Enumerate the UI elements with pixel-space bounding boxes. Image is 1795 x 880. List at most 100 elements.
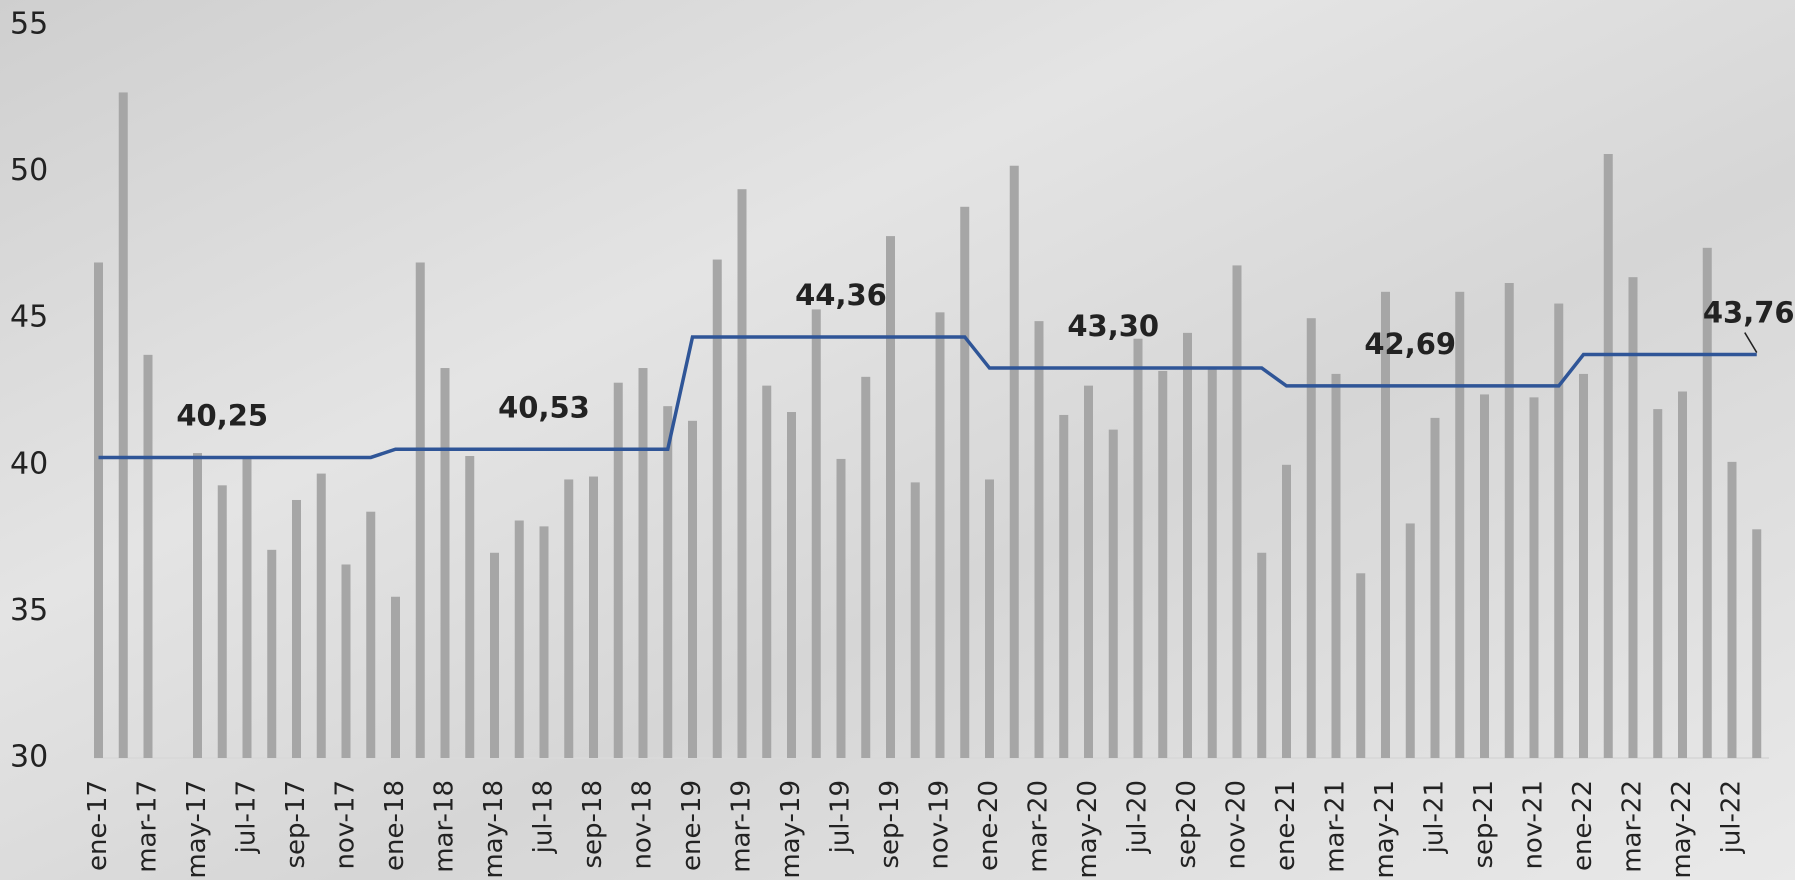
bar xyxy=(1134,339,1143,758)
bar xyxy=(564,479,573,758)
bar xyxy=(1554,304,1563,758)
x-tick-label: jul-19 xyxy=(826,780,856,854)
bar xyxy=(144,355,153,758)
bar xyxy=(1653,409,1662,758)
bar xyxy=(1208,368,1217,758)
x-tick-label: jul-20 xyxy=(1123,780,1153,854)
y-tick-label: 35 xyxy=(10,593,48,628)
bar xyxy=(1728,462,1737,758)
bar xyxy=(317,474,326,758)
bar xyxy=(243,459,252,758)
bar xyxy=(1752,529,1761,758)
bar xyxy=(1406,523,1415,758)
y-tick-label: 45 xyxy=(10,300,48,335)
bar xyxy=(1505,283,1514,758)
data-label: 43,30 xyxy=(1067,309,1159,343)
bar xyxy=(1257,553,1266,758)
bar xyxy=(614,383,623,758)
bar xyxy=(119,92,128,758)
bar xyxy=(1332,374,1341,758)
bar xyxy=(94,262,103,758)
bar xyxy=(1109,430,1118,758)
bar xyxy=(985,479,994,758)
bar xyxy=(738,189,747,758)
x-tick-label: may-17 xyxy=(182,780,212,879)
x-tick-label: nov-17 xyxy=(331,780,361,870)
bar xyxy=(218,485,227,758)
y-tick-label: 30 xyxy=(10,740,48,775)
x-tick-label: sep-17 xyxy=(281,780,311,869)
bar xyxy=(1282,465,1291,758)
bar xyxy=(1455,292,1464,758)
chart: 303540455055ene-17mar-17may-17jul-17sep-… xyxy=(0,0,1795,880)
data-label: 42,69 xyxy=(1364,327,1456,361)
x-tick-label: ene-18 xyxy=(380,780,410,871)
bar xyxy=(441,368,450,758)
bar xyxy=(1604,154,1613,758)
x-tick-label: nov-19 xyxy=(925,780,955,870)
bar xyxy=(589,477,598,758)
x-tick-label: sep-18 xyxy=(578,780,608,869)
x-tick-label: ene-17 xyxy=(83,780,113,871)
bar xyxy=(1530,397,1539,758)
bar xyxy=(960,207,969,758)
x-tick-label: nov-18 xyxy=(628,780,658,870)
bar xyxy=(1059,415,1068,758)
x-tick-label: may-19 xyxy=(776,780,806,879)
bar xyxy=(515,521,524,758)
x-tick-label: nov-20 xyxy=(1222,780,1252,870)
bar xyxy=(267,550,276,758)
bar xyxy=(1158,371,1167,758)
bar xyxy=(416,262,425,758)
bar xyxy=(1084,386,1093,758)
bar xyxy=(1678,392,1687,759)
x-tick-label: sep-19 xyxy=(875,780,905,869)
x-tick-label: mar-20 xyxy=(1024,780,1054,873)
x-tick-label: may-21 xyxy=(1370,780,1400,879)
x-tick-label: sep-20 xyxy=(1172,780,1202,869)
bar xyxy=(1307,318,1316,758)
bar xyxy=(911,482,920,758)
y-tick-label: 40 xyxy=(10,446,48,481)
x-tick-label: jul-17 xyxy=(232,780,262,854)
bar xyxy=(936,312,945,758)
x-tick-label: nov-21 xyxy=(1519,780,1549,870)
bar xyxy=(713,260,722,758)
x-tick-label: ene-22 xyxy=(1568,780,1598,871)
data-label: 40,53 xyxy=(498,390,590,424)
x-tick-label: jul-22 xyxy=(1717,780,1747,854)
bar xyxy=(540,526,549,758)
bar xyxy=(1431,418,1440,758)
x-tick-label: ene-20 xyxy=(974,780,1004,871)
bar xyxy=(342,564,351,758)
bar xyxy=(1010,166,1019,758)
x-tick-label: mar-17 xyxy=(133,780,163,873)
bar xyxy=(465,456,474,758)
bar xyxy=(639,368,648,758)
y-tick-label: 55 xyxy=(10,7,48,42)
x-tick-label: ene-19 xyxy=(677,780,707,871)
x-tick-label: may-20 xyxy=(1073,780,1103,879)
bar xyxy=(490,553,499,758)
x-tick-label: may-22 xyxy=(1667,780,1697,879)
bar xyxy=(1183,333,1192,758)
x-tick-label: sep-21 xyxy=(1469,780,1499,869)
bar xyxy=(1356,573,1365,758)
x-tick-label: mar-18 xyxy=(430,780,460,873)
bar xyxy=(292,500,301,758)
bar xyxy=(1381,292,1390,758)
bar xyxy=(886,236,895,758)
bar xyxy=(1629,277,1638,758)
x-tick-label: mar-19 xyxy=(727,780,757,873)
bar xyxy=(1579,374,1588,758)
x-tick-label: ene-21 xyxy=(1271,780,1301,871)
bar xyxy=(1035,321,1044,758)
x-tick-label: may-18 xyxy=(479,780,509,879)
bar xyxy=(787,412,796,758)
bar xyxy=(688,421,697,758)
x-tick-label: jul-18 xyxy=(529,780,559,854)
data-label: 44,36 xyxy=(795,278,887,312)
data-label: 40,25 xyxy=(176,398,268,432)
bar xyxy=(861,377,870,758)
x-tick-label: mar-22 xyxy=(1618,780,1648,873)
